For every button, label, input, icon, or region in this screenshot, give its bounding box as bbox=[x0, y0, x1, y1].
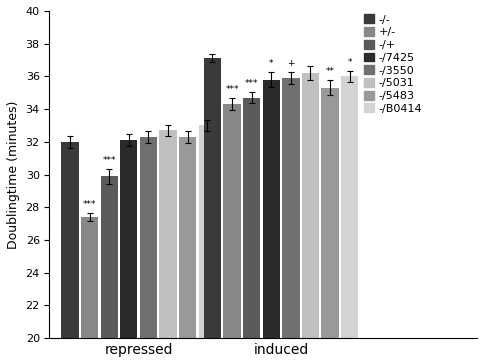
Bar bbox=[263, 80, 280, 338]
Text: ***: *** bbox=[226, 86, 239, 94]
Bar bbox=[140, 137, 157, 338]
Bar bbox=[302, 73, 319, 338]
Bar bbox=[341, 76, 358, 338]
Bar bbox=[101, 176, 118, 338]
Bar bbox=[179, 137, 196, 338]
Bar bbox=[243, 98, 260, 338]
Text: *: * bbox=[269, 59, 273, 68]
Text: +: + bbox=[287, 59, 295, 68]
Text: ***: *** bbox=[83, 200, 96, 209]
Bar bbox=[120, 140, 137, 338]
Legend: -/-, +/-, -/+, -/7425, -/3550, -/5031, -/5483, -/B0414: -/-, +/-, -/+, -/7425, -/3550, -/5031, -… bbox=[363, 13, 423, 115]
Bar bbox=[198, 126, 216, 338]
Y-axis label: Doublingtime (minutes): Doublingtime (minutes) bbox=[7, 100, 20, 249]
Text: ***: *** bbox=[245, 79, 258, 88]
Bar bbox=[282, 78, 300, 338]
Bar bbox=[159, 130, 177, 338]
Text: *: * bbox=[348, 58, 352, 67]
Bar bbox=[224, 104, 241, 338]
Bar bbox=[61, 142, 78, 338]
Bar bbox=[321, 88, 339, 338]
Text: **: ** bbox=[326, 67, 334, 76]
Bar bbox=[204, 58, 221, 338]
Bar bbox=[81, 217, 98, 338]
Text: ***: *** bbox=[103, 156, 116, 165]
